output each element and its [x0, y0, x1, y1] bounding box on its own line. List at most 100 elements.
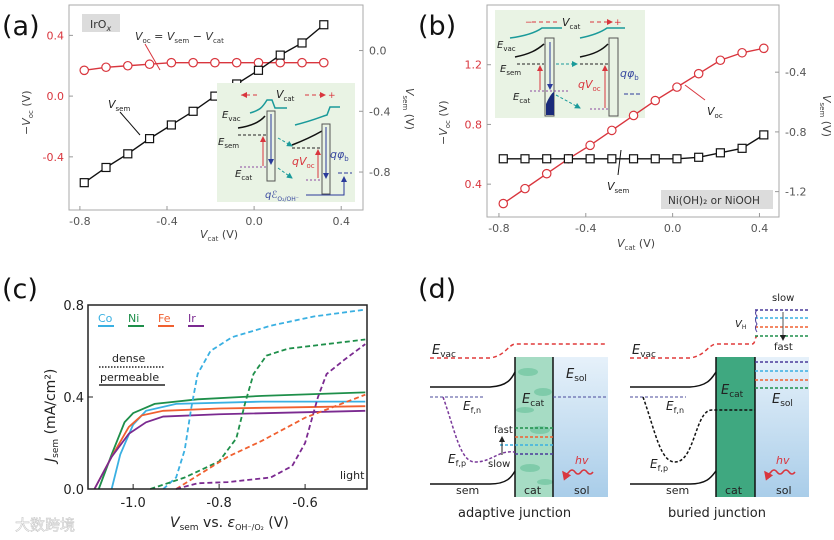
x-tick-label: 0.4 — [332, 215, 350, 228]
data-point-voc — [759, 43, 769, 54]
data-point-voc — [210, 57, 220, 68]
adaptive-esol-label: Esol — [566, 367, 587, 384]
buried-sol-label: sol — [776, 484, 792, 497]
panel-b: (b) − Vcat + Evac Es — [418, 4, 833, 252]
data-point-vsem — [498, 154, 508, 164]
data-point-voc — [541, 168, 552, 179]
y-left-tick-label: 0.4 — [465, 178, 483, 191]
inset-qvoc-label-a: qVoc — [292, 155, 315, 170]
adaptive-hv-label: hv — [575, 454, 589, 467]
material-badge-a — [82, 14, 120, 32]
data-point-voc — [253, 57, 264, 68]
data-point-voc — [123, 60, 133, 71]
vsem-leader-line-b — [617, 149, 622, 176]
inset-vcat-label-a: Vcat — [276, 88, 295, 103]
data-point-vsem — [144, 134, 155, 144]
x-axis-label-c: Vsem vs. εOH⁻/O₂ (V) — [170, 515, 289, 533]
y-left-tick-label: 0.4 — [47, 29, 65, 42]
material-badge-b-text: Ni(OH)₂ or NiOOH — [668, 195, 760, 207]
y-axis-right-label-a: Vsem (V) — [401, 88, 416, 130]
adaptive-slow-label: slow — [488, 459, 510, 470]
x-axis-label-a: Vcat (V) — [200, 228, 238, 243]
x-tick-label: -1.0 — [120, 496, 145, 511]
data-point-vsem — [650, 154, 660, 164]
inset-minus-sign-a: − — [240, 91, 248, 101]
light-condition-label: light — [340, 469, 365, 482]
panel-b-letter: (b) — [418, 11, 456, 42]
adaptive-evac-label: Evac — [432, 343, 456, 360]
y-right-tick-label: 0.0 — [369, 45, 387, 58]
data-point-voc — [520, 183, 530, 194]
plot-frame-b — [486, 4, 780, 218]
inset-qphi-label-b: qφb — [620, 67, 639, 82]
adaptive-efp-label: Ef,p — [448, 452, 466, 468]
data-point-vsem — [188, 106, 198, 116]
series-line-co-permeable — [110, 400, 366, 490]
y-axis-label-c: Jsem (mA/cm²) — [43, 369, 61, 465]
panel-a: (a) -0.8 -0.4 0.0 0.4 0.4 0.0 -0.4 0.0 -0.4-0.8 … — [2, 4, 416, 243]
x-tick-label: 0.4 — [751, 222, 769, 235]
data-point-vsem — [585, 154, 595, 164]
data-point-vsem — [101, 162, 111, 173]
buried-vh-label: VH — [735, 319, 746, 331]
data-point-vsem — [542, 154, 552, 164]
legend-permeable-label: permeable — [100, 371, 159, 384]
data-point-voc — [297, 57, 307, 68]
material-badge-a-text: IrOx — [90, 18, 111, 33]
data-point-vsem — [79, 178, 89, 188]
panel-c: (c) -1.0 -0.8 -0.6 0.8 0.4 0.0 Co Ni Fe Ir dense… — [2, 274, 368, 534]
inset-qvoc-label-b: qVoc — [578, 78, 601, 93]
y-left-tick-label: 1.2 — [465, 59, 483, 72]
panel-d: (d) Evac Esol Ecat Ef,n Ef,p fast — [418, 274, 809, 521]
y-left-tick-label: -0.4 — [43, 151, 64, 164]
voc-curve-label-b: Voc — [707, 105, 723, 120]
y-tick-label: 0.0 — [63, 483, 84, 498]
y-axis-right-label-b: Vsem (V) — [818, 95, 833, 137]
data-point-voc — [166, 57, 177, 68]
data-point-voc — [693, 68, 704, 79]
adaptive-sem-label: sem — [456, 484, 479, 497]
data-point-vsem — [275, 50, 285, 60]
band-diagram-inset-b: − Vcat + Evac Esem Ecat qVoc — [495, 10, 645, 118]
y-right-tick-label: -0.8 — [369, 166, 390, 179]
legend-label-ni: Ni — [128, 312, 139, 325]
data-point-vsem — [166, 120, 176, 130]
adaptive-efn-label: Ef,n — [463, 399, 481, 415]
legend-label-ir: Ir — [188, 312, 196, 325]
data-point-vsem — [520, 154, 530, 164]
y-right-tick-label: -1.2 — [785, 186, 806, 199]
axis-ticks-c: -1.0 -0.8 -0.6 0.8 0.4 0.0 — [63, 299, 317, 511]
plot-frame-a — [68, 4, 364, 211]
data-point-voc — [715, 55, 726, 66]
series-line-ir-dense — [175, 343, 366, 490]
buried-junction-diagram: slow fast VH Evac Ecat Esol Ef,n Ef,p hv… — [630, 293, 809, 521]
adaptive-junction-title: adaptive junction — [458, 506, 571, 521]
axis-ticks-a: -0.8 -0.4 0.0 0.4 0.4 0.0 -0.4 0.0 -0.4 -0.8 — [43, 29, 391, 228]
inset-qeps-label-a: qℰO₂/OH⁻ — [265, 190, 299, 203]
data-point-voc — [672, 82, 682, 92]
x-tick-label: 0.0 — [664, 222, 682, 235]
data-point-vsem — [672, 154, 682, 164]
adaptive-ecat-label: Ecat — [522, 392, 545, 409]
inset-ecat-label-a: Ecat — [235, 169, 252, 182]
buried-sem-label: sem — [666, 484, 689, 497]
data-point-voc — [737, 47, 747, 58]
data-point-vsem — [607, 154, 617, 164]
data-point-vsem — [253, 65, 264, 75]
legend-c: Co Ni Fe Ir — [98, 312, 204, 327]
y-tick-label: 0.8 — [63, 299, 84, 314]
material-badge-b — [661, 190, 773, 209]
series-line-co-dense — [162, 308, 366, 490]
buried-hv-label: hv — [776, 454, 790, 467]
data-point-vsem — [563, 154, 574, 164]
x-tick-label: -0.4 — [156, 215, 177, 228]
x-tick-label: -0.8 — [206, 496, 231, 511]
buried-junction-title: buried junction — [668, 506, 766, 521]
y-right-tick-label: -0.8 — [785, 126, 806, 139]
series-line-fe-dense — [175, 393, 366, 490]
data-point-voc — [628, 110, 639, 121]
buried-slow-label: slow — [772, 293, 794, 304]
y-left-tick-label: 0.8 — [465, 118, 483, 131]
